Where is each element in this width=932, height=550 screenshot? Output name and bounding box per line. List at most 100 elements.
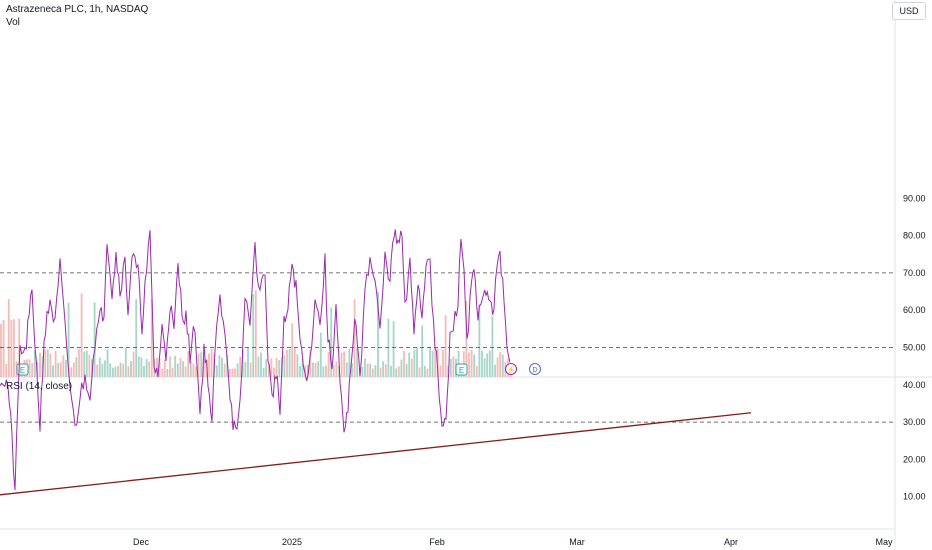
volume-bar (171, 367, 174, 377)
volume-bar (265, 359, 268, 377)
earnings-marker (455, 363, 468, 376)
volume-bar (122, 363, 125, 377)
volume-bar (101, 363, 104, 377)
volume-bar (111, 367, 114, 377)
volume-bar (57, 362, 60, 377)
volume-bar (91, 359, 93, 377)
volume-bar (301, 358, 304, 377)
volume-bar (44, 349, 47, 377)
lightning-icon (505, 363, 517, 375)
volume-bar (434, 348, 437, 377)
volume-bar (163, 359, 166, 377)
volume-bar (114, 366, 117, 377)
volume-bar (46, 349, 49, 377)
volume-bar (140, 357, 143, 377)
volume-bar (189, 361, 192, 377)
volume-bar (236, 363, 239, 377)
time-tick-label: 2025 (282, 537, 302, 547)
volume-bar (465, 300, 468, 377)
volume-bar (249, 362, 252, 377)
volume-bar (452, 356, 455, 377)
volume-bar (408, 352, 411, 377)
volume-bar (400, 359, 403, 377)
volume-bar (241, 349, 244, 377)
volume-bar (473, 354, 476, 377)
volume-bar (449, 358, 452, 377)
volume-bar (158, 358, 161, 377)
volume-bar (426, 368, 429, 377)
time-tick-label: Feb (429, 537, 445, 547)
volume-bar (491, 316, 494, 377)
volume-bar (486, 353, 489, 377)
rsi-tick-label: 90.00 (903, 193, 926, 203)
volume-bar (478, 304, 481, 377)
volume-bar (348, 348, 351, 377)
volume-bar (130, 361, 132, 377)
volume-bar (244, 361, 247, 377)
volume-bar (78, 349, 80, 377)
volume-bar (109, 363, 112, 377)
volume-bar (145, 359, 148, 377)
currency-button[interactable]: USD (892, 2, 926, 20)
volume-bar (278, 360, 281, 377)
time-tick-label: Apr (724, 537, 738, 547)
earnings-marker-label: E (459, 366, 464, 375)
volume-bar (132, 351, 135, 377)
volume-bar (208, 353, 210, 377)
volume-bar (13, 319, 15, 377)
volume-bar (31, 363, 34, 377)
volume-bar (501, 354, 504, 377)
volume-bar (390, 365, 392, 377)
volume-bar (137, 356, 140, 377)
volume-bar (275, 357, 278, 377)
volume-bar (104, 360, 106, 377)
volume-bar (273, 367, 275, 377)
volume-bar (283, 354, 286, 377)
volume-bar (223, 363, 226, 377)
volume-bar (166, 368, 169, 377)
volume-bar (215, 365, 218, 377)
volume-bar (192, 363, 195, 377)
volume-bar (98, 357, 101, 377)
volume-bar (2, 319, 5, 377)
volume-bar (343, 351, 346, 377)
volume-bar (306, 364, 309, 377)
volume-bar (143, 365, 145, 377)
time-tick-label: May (875, 537, 893, 547)
volume-bar (231, 368, 234, 377)
volume-bar (293, 347, 296, 377)
volume-bar (260, 352, 262, 377)
rsi-tick-label: 10.00 (903, 492, 926, 502)
volume-bar (332, 364, 335, 377)
volume-bar (442, 349, 444, 377)
volume-bar (218, 355, 221, 377)
volume-bar (429, 347, 431, 377)
volume-bar (96, 364, 99, 377)
volume-bar (377, 291, 379, 377)
volume-bar (325, 365, 327, 377)
volume-bar (28, 359, 31, 377)
volume-bar (202, 359, 205, 377)
volume-bar (135, 299, 138, 377)
volume-bar (335, 361, 338, 377)
rsi-tick-label: 40.00 (903, 380, 926, 390)
volume-bar (70, 367, 73, 377)
rsi-tick-label: 30.00 (903, 417, 926, 427)
dividend-icon-label: D (532, 367, 537, 374)
volume-bar (127, 366, 130, 377)
rsi-tick-label: 80.00 (903, 231, 926, 241)
volume-bar (416, 347, 418, 377)
volume-bar (33, 350, 36, 377)
volume-bar (330, 307, 333, 377)
volume-bar (117, 366, 119, 377)
volume-bar (176, 363, 179, 377)
volume-bar (150, 298, 153, 377)
volume-bar (106, 349, 109, 377)
volume-bar (309, 349, 312, 377)
volume-bar (494, 364, 496, 377)
volume-bar (403, 350, 405, 377)
volume-bar (397, 366, 400, 377)
time-tick-label: Mar (569, 537, 585, 547)
volume-bar (395, 368, 398, 377)
